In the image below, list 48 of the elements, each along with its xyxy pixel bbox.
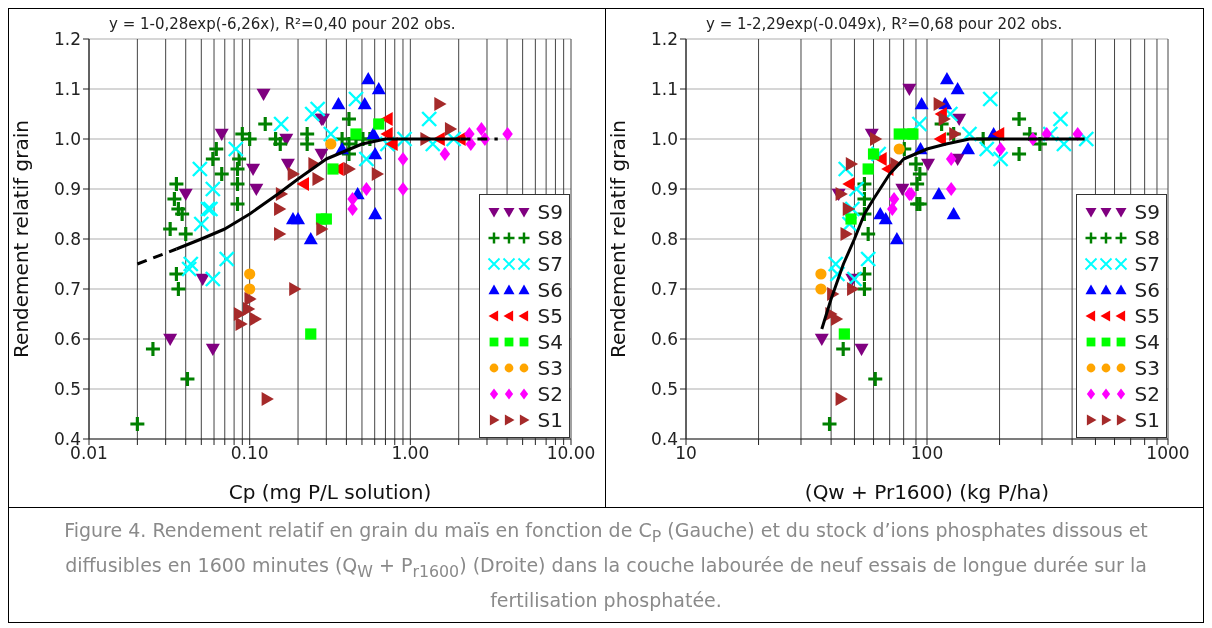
- legend-label: S5: [1134, 304, 1160, 328]
- y-tick-label: 1.0: [53, 129, 81, 150]
- x-tick-label: 0.10: [230, 443, 269, 464]
- y-tick-label: 0.6: [650, 329, 678, 350]
- legend-label: S3: [1134, 356, 1160, 380]
- legend-label: S5: [537, 304, 563, 328]
- y-tick-label: 0.9: [650, 179, 678, 200]
- legend-label: S6: [537, 278, 563, 302]
- x-tick-label: 10.00: [546, 443, 596, 464]
- legend-label: S1: [1134, 408, 1160, 432]
- x-axis-title: (Qw + Pr1600) (kg P/ha): [804, 480, 1050, 504]
- x-tick-label: 1000: [1146, 443, 1190, 464]
- y-tick-label: 0.7: [53, 279, 81, 300]
- y-axis-title: Rendement relatif grain: [9, 120, 34, 358]
- y-tick-label: 1.2: [53, 29, 81, 50]
- y-tick-label: 0.8: [650, 229, 678, 250]
- y-tick-label: 1.2: [650, 29, 678, 50]
- y-tick-label: 0.5: [650, 379, 678, 400]
- legend-label: S7: [1134, 252, 1160, 276]
- y-tick-label: 0.5: [53, 379, 81, 400]
- legend-label: S2: [537, 382, 563, 406]
- y-tick-label: 0.6: [53, 329, 81, 350]
- legend-label: S8: [537, 226, 563, 250]
- y-tick-label: 1.0: [650, 129, 678, 150]
- y-tick-label: 0.8: [53, 229, 81, 250]
- y-tick-label: 0.9: [53, 179, 81, 200]
- legend-label: S2: [1134, 382, 1160, 406]
- y-tick-label: 1.1: [650, 79, 678, 100]
- y-tick-label: 0.7: [650, 279, 678, 300]
- legend-label: S4: [537, 330, 563, 354]
- x-axis-title: Cp (mg P/L solution): [228, 480, 432, 504]
- x-tick-label: 100: [910, 443, 944, 464]
- x-tick-label: 1.00: [391, 443, 430, 464]
- legend-label: S9: [1134, 200, 1160, 224]
- legend-label: S4: [1134, 330, 1160, 354]
- legend-label: S7: [537, 252, 563, 276]
- legend-label: S9: [537, 200, 563, 224]
- y-tick-label: 0.4: [650, 429, 678, 450]
- legend-label: S1: [537, 408, 563, 432]
- x-tick-label: 10: [675, 443, 697, 464]
- legend-label: S8: [1134, 226, 1160, 250]
- y-tick-label: 1.1: [53, 79, 81, 100]
- text: y = 1-0,28exp(-6,26x), R²=0,40 pour 202 obs.: [109, 15, 456, 33]
- text: y = 1-2,29exp(-0.049x), R²=0,68 pour 202 obs.: [706, 15, 1063, 33]
- text: Figure 4. Rendement relatif en grain du maïs en fonction de C$_{P}$ (Gauche) et du stock d’ions phosphates dissous et diffusibles en 1600 minutes (Q$_{W}$ + P$_{r1600}$) (Droite) dans la couche labourée de neuf essais de longue durée sur la fertilisation phosphatée.: [64, 519, 1148, 611]
- legend-label: S6: [1134, 278, 1160, 302]
- y-axis-title: Rendement relatif grain: [606, 120, 631, 358]
- legend-label: S3: [537, 356, 563, 380]
